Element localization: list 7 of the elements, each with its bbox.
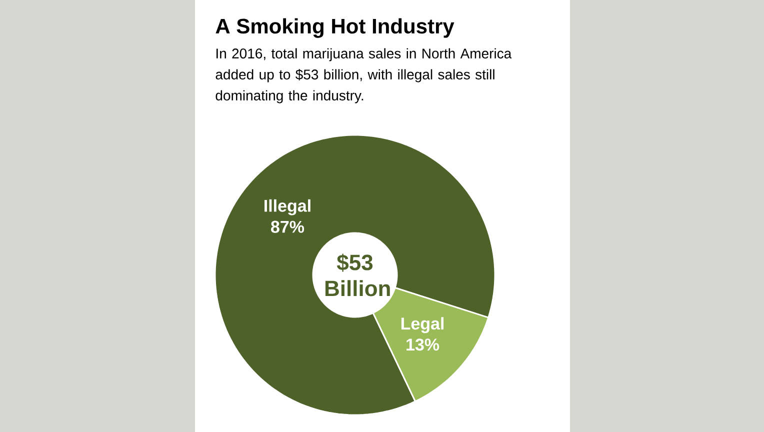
slice-label: Legal: [401, 317, 444, 334]
data-label: 87%: [271, 220, 304, 233]
chart-title: A Smoking Hot Industry: [216, 18, 454, 38]
text: $53 Billion: [325, 254, 390, 296]
chart-subtitle: In 2016, total marijuana sales in North America added up to $53 billion, with illegal sales still dominating the industry.: [216, 48, 512, 104]
slice-label: Illegal: [264, 199, 310, 216]
data-label: 13%: [406, 338, 440, 351]
